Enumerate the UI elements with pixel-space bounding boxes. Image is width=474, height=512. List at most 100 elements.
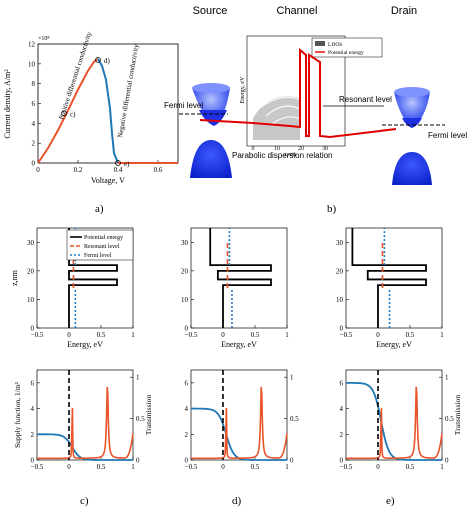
top-ytick-label: 0 [340, 325, 344, 333]
bottom-ytick-right-label: 0.5 [445, 415, 454, 423]
potential-energy-profile [199, 47, 397, 139]
a-point-label: d) [104, 57, 111, 65]
top-ytick-label: 30 [336, 239, 344, 247]
title-channel: Channel [277, 5, 318, 17]
a-xtick-label: 0.4 [114, 166, 123, 174]
a-ytick-label: 10 [28, 60, 36, 68]
bottom-xtick-label: 0.5 [251, 463, 260, 471]
inset-xtick-label: 10 [274, 146, 280, 152]
top-xtick-label: 0.5 [251, 331, 260, 339]
drain-hole-dome [392, 152, 432, 185]
bottom-axes [36, 369, 134, 461]
bottom-ytick-right-label: 0.5 [290, 415, 299, 423]
top-ytick-label: 10 [181, 296, 189, 304]
bottom-ytick-label: 4 [31, 405, 35, 413]
resonant-level-label: Resonant level [339, 95, 392, 104]
a-point-marker [115, 160, 121, 166]
a-point-label: c) [70, 110, 76, 118]
bottom-xtick-label: −0.5 [185, 463, 198, 471]
top-axes [36, 227, 134, 329]
bottom-xtick-label: −0.5 [340, 463, 353, 471]
inset-xtick-label: 0 [252, 146, 255, 152]
top-xtick-label: 0 [376, 331, 380, 339]
bottom-ytick-label: 6 [340, 379, 344, 387]
a-xtick-label: 0 [36, 166, 40, 174]
a-xtick-label: 0.2 [74, 166, 83, 174]
a-ytick-label: 2 [32, 140, 36, 148]
drain-filled-region [402, 118, 422, 128]
panel-label-a: a) [95, 203, 104, 215]
a-point-label: e) [124, 160, 130, 168]
panel-a-series-negative [97, 58, 119, 164]
bottom-ytick-label: 6 [31, 379, 35, 387]
a-ytick-label: 8 [32, 80, 36, 88]
inset-ldos-band-2 [265, 105, 303, 117]
inset-xlabel: z,nm [284, 152, 296, 158]
top-ytick-label: 30 [27, 239, 35, 247]
top-xlabel: Energy, eV [67, 340, 103, 349]
source-hole-dome [190, 140, 232, 178]
bottom-ytick-label: 2 [185, 431, 189, 439]
source-filled-region [199, 110, 227, 126]
inset-legend-ldos: LDOS [328, 42, 342, 48]
bottom-ytick-right-label: 0 [445, 457, 449, 465]
bottom-ytick-right-label: 1 [290, 374, 294, 382]
bottom-ylabel-right: Transmission [144, 395, 153, 435]
top-ytick-label: 20 [336, 267, 344, 275]
top-xtick-label: 0.5 [406, 331, 415, 339]
inset-legend-ldos-swatch [315, 41, 325, 46]
panel-a-series-positive [37, 58, 99, 164]
inset-x-ticks: 0 10 20 30 [252, 146, 329, 152]
bottom-xtick-label: 0 [221, 463, 225, 471]
top-xtick-label: 1 [440, 331, 444, 339]
top-axes [190, 227, 288, 329]
top-ytick-label: 10 [336, 296, 344, 304]
transmission-line [36, 386, 134, 460]
bottom-ytick-right-label: 0.5 [136, 415, 145, 423]
a-ytick-label: 4 [32, 120, 36, 128]
panel-label-c: c) [80, 495, 89, 507]
top-xtick-label: −0.5 [31, 331, 44, 339]
panel-label-d: d) [232, 495, 242, 507]
legend-label-pe: Potential energy [84, 235, 123, 241]
panel-b: Source Channel Drain LDOS Potential ener… [164, 5, 467, 215]
bottom-ylabel-right: Transmission [453, 395, 462, 435]
transmission-line [190, 386, 288, 460]
bottom-ylabel: Supply function, 1/m² [13, 381, 22, 448]
dispersion-label: Parabolic dispersion relation [232, 151, 333, 160]
inset-xtick-label: 30 [322, 146, 328, 152]
top-xtick-label: 1 [285, 331, 289, 339]
top-xtick-label: 0 [67, 331, 71, 339]
bottom-ytick-label: 0 [340, 457, 344, 465]
drain-fermi-label: Fermi level [428, 131, 467, 140]
bottom-ytick-right-label: 0 [290, 457, 294, 465]
top-ytick-label: 0 [31, 325, 35, 333]
top-xtick-label: 0 [221, 331, 225, 339]
bottom-xtick-label: 1 [440, 463, 444, 471]
bottom-axes [190, 369, 288, 461]
panel-a-y-ticks: 0 2 4 6 8 10 12 [28, 41, 41, 168]
top-xlabel: Energy, eV [221, 340, 257, 349]
a-ytick-label: 12 [28, 41, 36, 49]
bottom-ytick-label: 2 [340, 431, 344, 439]
potential-energy-line [351, 228, 427, 328]
inset-ldos [253, 96, 300, 140]
legend-label-resonant: Resonant level [84, 244, 120, 250]
a-ytick-label: 0 [32, 160, 36, 168]
drain-dispersion-cone [394, 92, 430, 128]
a-point-marker [61, 110, 67, 117]
top-xtick-label: −0.5 [340, 331, 353, 339]
panel-a: ×10⁸ 0 2 4 6 8 10 12 0 0.2 0.4 0.6 Voltage, V Cur… [3, 30, 179, 215]
bottom-ytick-label: 0 [31, 457, 35, 465]
a-xtick-label: 0.6 [154, 166, 163, 174]
title-source: Source [193, 5, 228, 17]
bottom-xtick-label: 0.5 [406, 463, 415, 471]
panel-a-annotation-negative: Negative differential conductivity [116, 43, 140, 138]
inset-legend-pe: Potential energy [328, 50, 364, 56]
top-xtick-label: 1 [131, 331, 135, 339]
panel-a-points: c) d) e) [61, 57, 130, 168]
bottom-ytick-right-label: 1 [136, 374, 140, 382]
